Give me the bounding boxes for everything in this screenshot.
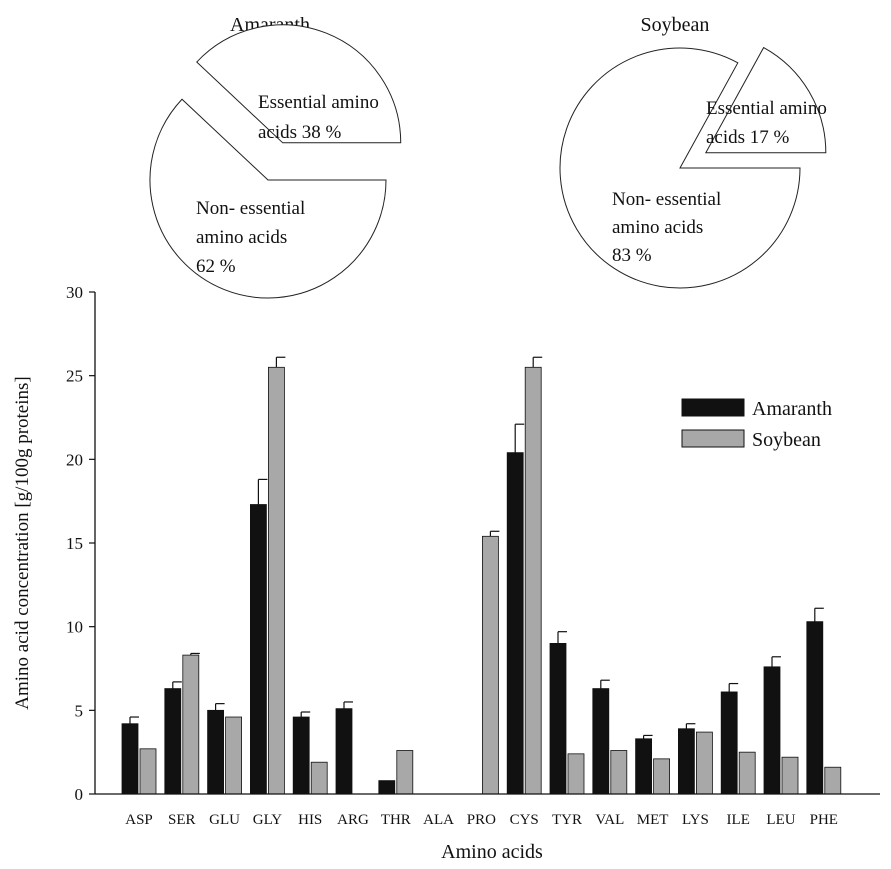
bar-amaranth-his xyxy=(292,716,310,795)
legend-label-soybean: Soybean xyxy=(752,429,821,451)
x-tick-label: SER xyxy=(168,812,196,828)
amaranth-pie: Amaranth Essential amino acids 38 % Non-… xyxy=(149,14,402,299)
bar-amaranth-tyr xyxy=(549,643,567,795)
y-tick-label: 20 xyxy=(66,450,83,469)
bar-soybean-ser xyxy=(182,654,200,795)
soybean-essential-label: Essential amino acids 17 % xyxy=(706,98,832,148)
amaranth-essential-slice xyxy=(195,24,402,144)
bar-soybean-met xyxy=(653,758,670,795)
y-tick-label: 30 xyxy=(66,283,83,302)
x-axis-label: Amino acids xyxy=(441,841,543,863)
bar-amaranth-met xyxy=(635,738,652,795)
bar-soybean-phe xyxy=(824,766,842,795)
bar-amaranth-ile xyxy=(720,691,738,795)
bar-soybean-ile xyxy=(738,751,756,795)
bar-amaranth-cys xyxy=(506,452,524,795)
x-tick-label: LEU xyxy=(766,812,795,828)
x-tick-label: ARG xyxy=(337,812,369,828)
bar-soybean-asp xyxy=(139,748,157,795)
amaranth-nonessential-slice xyxy=(149,98,387,299)
y-axis-label: Amino acid concentration [g/100g protein… xyxy=(12,376,33,709)
x-tick-label: ALA xyxy=(423,812,454,828)
x-tick-label: ILE xyxy=(727,812,750,828)
y-tick-label: 10 xyxy=(66,618,83,637)
x-tick-label: GLY xyxy=(253,812,282,828)
soybean-essential-slice xyxy=(704,46,827,154)
y-tick-label: 25 xyxy=(66,367,83,386)
bar-soybean-lys xyxy=(696,731,713,795)
bar-soybean-glu xyxy=(225,716,243,795)
bar-soybean-val xyxy=(610,750,628,795)
y-tick-label: 15 xyxy=(66,534,83,553)
soybean-nonessential-label: Non- essential amino acids 83 % xyxy=(612,189,726,266)
bar-amaranth-asp xyxy=(121,723,139,795)
x-tick-label: MET xyxy=(637,812,669,828)
bar-soybean-his xyxy=(310,761,328,795)
x-axis-ticks: ASP SER GLU GLY HIS ARG THR ALA PRO CYS TYR VAL MET L… xyxy=(125,812,838,828)
legend-swatch-soybean xyxy=(681,429,745,448)
error-bars xyxy=(129,356,824,739)
y-axis-ticks: 0 5 10 15 20 25 30 xyxy=(66,283,95,804)
legend-swatch-amaranth xyxy=(681,398,745,417)
x-tick-label: GLU xyxy=(209,812,240,828)
bar-amaranth-arg xyxy=(335,708,353,795)
legend-label-amaranth: Amaranth xyxy=(752,398,832,420)
x-tick-label: PRO xyxy=(467,812,496,828)
x-tick-label: HIS xyxy=(298,812,322,828)
x-tick-label: VAL xyxy=(595,812,624,828)
soybean-pie-title: Soybean xyxy=(641,14,710,36)
x-tick-label: PHE xyxy=(810,812,838,828)
bar-amaranth-lys xyxy=(678,728,695,795)
x-tick-label: LYS xyxy=(682,812,709,828)
amaranth-nonessential-label: Non- essential amino acids 62 % xyxy=(196,198,310,277)
bar-chart: 0 5 10 15 20 25 30 ASP SER GLU GLY HIS ARG THR ALA PRO… xyxy=(12,283,880,863)
bar-soybean-pro xyxy=(481,535,499,795)
x-tick-label: THR xyxy=(381,812,411,828)
x-tick-label: CYS xyxy=(510,812,539,828)
y-tick-label: 5 xyxy=(75,701,84,720)
y-tick-label: 0 xyxy=(75,785,84,804)
bar-soybean-thr xyxy=(396,750,414,795)
bar-amaranth-leu xyxy=(763,666,781,795)
soybean-pie: Soybean Essential amino acids 17 % Non- … xyxy=(559,14,832,289)
bar-soybean-leu xyxy=(781,756,799,795)
bar-soybean-cys xyxy=(524,366,542,795)
bar-amaranth-glu xyxy=(207,709,225,795)
legend: Amaranth Soybean xyxy=(681,398,832,451)
bar-amaranth-ser xyxy=(164,688,182,795)
bar-amaranth-gly xyxy=(249,504,267,795)
x-tick-label: TYR xyxy=(552,812,582,828)
bar-amaranth-thr xyxy=(378,780,396,795)
bars xyxy=(121,366,842,795)
bar-soybean-gly xyxy=(267,366,285,795)
bar-amaranth-val xyxy=(592,688,610,795)
bar-soybean-tyr xyxy=(567,753,585,795)
amaranth-essential-label: Essential amino acids 38 % xyxy=(258,92,384,143)
x-tick-label: ASP xyxy=(125,812,153,828)
bar-amaranth-phe xyxy=(806,621,824,795)
soybean-nonessential-slice xyxy=(559,47,801,289)
